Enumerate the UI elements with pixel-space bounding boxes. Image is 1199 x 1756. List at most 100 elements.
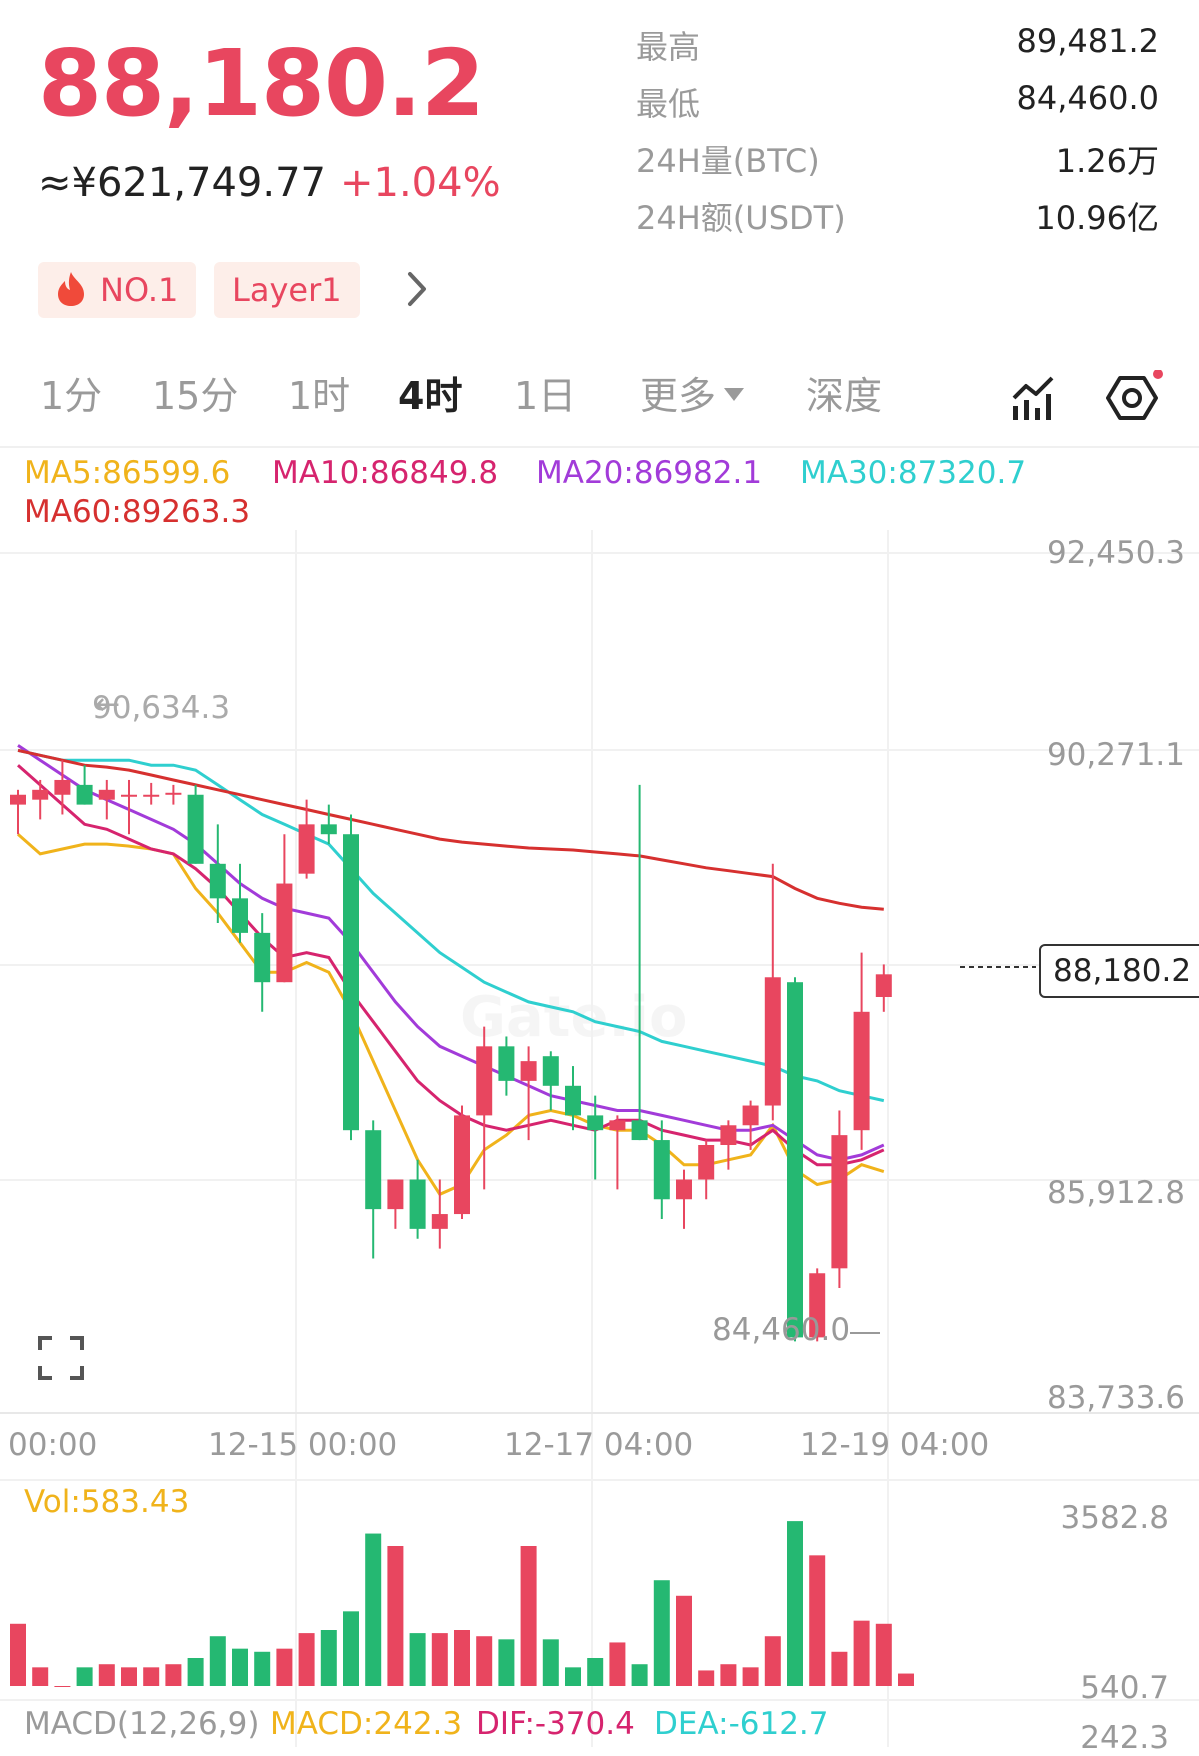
volume-bar bbox=[476, 1636, 493, 1686]
candle-body bbox=[209, 863, 226, 899]
chevron-right-icon[interactable] bbox=[404, 266, 430, 312]
low-marker-label: 84,460.0 bbox=[712, 1312, 851, 1348]
volume-bar bbox=[520, 1546, 537, 1686]
y-tick-1: 90,271.1 bbox=[1046, 737, 1185, 773]
volume-bar bbox=[32, 1667, 49, 1686]
notification-dot bbox=[1153, 370, 1163, 379]
candle-body bbox=[365, 1130, 382, 1210]
candle-body bbox=[431, 1214, 448, 1229]
tab-4h[interactable]: 4时 bbox=[398, 374, 463, 418]
candle-body bbox=[787, 982, 803, 1338]
tag-rank[interactable]: NO.1 bbox=[38, 262, 197, 318]
dea-value: DEA:-612.7 bbox=[654, 1706, 829, 1742]
candle-body bbox=[853, 1011, 870, 1131]
macd-value: MACD:242.3 bbox=[270, 1706, 463, 1742]
tab-15m[interactable]: 15分 bbox=[152, 374, 239, 418]
stat-low-value: 84,460.0 bbox=[1016, 79, 1160, 117]
volume-bar bbox=[232, 1648, 248, 1686]
volume-bar bbox=[542, 1639, 559, 1686]
volume-bar bbox=[409, 1633, 426, 1686]
candle-body bbox=[121, 794, 137, 797]
volume-bar bbox=[565, 1667, 581, 1686]
volume-bar bbox=[165, 1664, 182, 1686]
volume-bar bbox=[809, 1555, 826, 1686]
candle-body bbox=[32, 789, 49, 800]
vol-y-tick-1: 540.7 bbox=[1080, 1670, 1169, 1706]
candle-body bbox=[520, 1061, 537, 1081]
cny-price: ≈¥621,749.77 bbox=[38, 160, 326, 206]
volume-bar bbox=[587, 1658, 604, 1686]
volume-bar bbox=[875, 1623, 892, 1686]
y-tick-3: 83,733.6 bbox=[1046, 1380, 1185, 1416]
tab-1d[interactable]: 1日 bbox=[514, 374, 577, 418]
candle-body bbox=[276, 883, 293, 983]
candle-body bbox=[875, 974, 892, 998]
ma20-legend: MA20:86982.1 bbox=[536, 455, 763, 491]
interval-tabs: 1分 15分 1时 4时 1日 更多 深度 bbox=[0, 370, 1199, 440]
vol-y-tick-0: 3582.8 bbox=[1060, 1500, 1169, 1536]
volume-bar bbox=[676, 1595, 692, 1686]
ma60-legend: MA60:89263.3 bbox=[24, 494, 251, 530]
ma-line-ma20 bbox=[17, 744, 885, 1162]
candle-body bbox=[764, 977, 781, 1106]
settings-icon[interactable] bbox=[1106, 370, 1164, 426]
volume-bar bbox=[764, 1636, 781, 1686]
ma10-legend: MA10:86849.8 bbox=[272, 455, 499, 491]
stat-high-label: 最高 bbox=[636, 28, 701, 66]
watermark: Gate.io bbox=[460, 985, 687, 1050]
high-marker-label: 90,634.3 bbox=[92, 690, 231, 726]
tab-1m[interactable]: 1分 bbox=[40, 374, 103, 418]
tabs-divider bbox=[0, 446, 1199, 448]
volume-bar bbox=[898, 1673, 914, 1686]
stat-low-label: 最低 bbox=[636, 85, 701, 123]
x-tick-1: 12-15 00:00 bbox=[208, 1427, 398, 1463]
tab-depth[interactable]: 深度 bbox=[806, 374, 883, 418]
volume-bar bbox=[631, 1664, 648, 1686]
change-percent: +1.04% bbox=[340, 160, 501, 206]
volume-bar bbox=[320, 1630, 337, 1686]
y-tick-0: 92,450.3 bbox=[1046, 535, 1185, 571]
volume-bar bbox=[498, 1639, 515, 1686]
ma30-legend: MA30:87320.7 bbox=[800, 455, 1027, 491]
candle-body bbox=[498, 1046, 515, 1081]
chart-grid bbox=[0, 530, 1199, 1747]
x-tick-2: 12-17 04:00 bbox=[504, 1427, 694, 1463]
y-tick-2: 85,912.8 bbox=[1046, 1175, 1185, 1211]
indicator-chart-icon[interactable] bbox=[1010, 372, 1058, 422]
volume-bar bbox=[698, 1670, 715, 1686]
candle-body bbox=[565, 1085, 581, 1116]
ma-line-ma30 bbox=[17, 748, 885, 1103]
candle-body bbox=[476, 1046, 493, 1116]
tab-1h[interactable]: 1时 bbox=[288, 374, 351, 418]
volume-bar bbox=[831, 1651, 848, 1686]
tab-more[interactable]: 更多 bbox=[640, 370, 745, 422]
volume-bar bbox=[653, 1580, 670, 1686]
volume-bar bbox=[54, 1686, 71, 1687]
ma5-legend: MA5:86599.6 bbox=[24, 455, 231, 491]
volume-bar bbox=[209, 1636, 226, 1686]
volume-bar bbox=[98, 1664, 115, 1686]
candle-body bbox=[387, 1179, 404, 1210]
tab-more-label: 更多 bbox=[640, 374, 717, 418]
ma-line-ma60 bbox=[17, 748, 884, 911]
candle-body bbox=[187, 794, 204, 864]
candle-body bbox=[587, 1115, 604, 1131]
kline-chart[interactable]: ← bbox=[0, 530, 1199, 1747]
volume-bar bbox=[720, 1664, 737, 1686]
tag-category[interactable]: Layer1 bbox=[214, 262, 360, 318]
volume-bar bbox=[454, 1630, 470, 1686]
volume-bar bbox=[365, 1533, 382, 1686]
x-tick-3: 12-19 04:00 bbox=[800, 1427, 990, 1463]
fullscreen-icon bbox=[38, 1336, 84, 1380]
volume-bar bbox=[254, 1651, 271, 1686]
volume-bar bbox=[298, 1633, 315, 1686]
volume-bar bbox=[431, 1633, 448, 1686]
candle-body bbox=[232, 898, 248, 933]
volume-bar bbox=[121, 1667, 137, 1686]
candle-body bbox=[720, 1125, 737, 1145]
candle-body bbox=[143, 794, 160, 797]
candle-body bbox=[10, 794, 26, 805]
candle-body bbox=[320, 824, 337, 835]
volume-bar bbox=[742, 1667, 759, 1686]
ma-line-ma5 bbox=[17, 833, 885, 1197]
